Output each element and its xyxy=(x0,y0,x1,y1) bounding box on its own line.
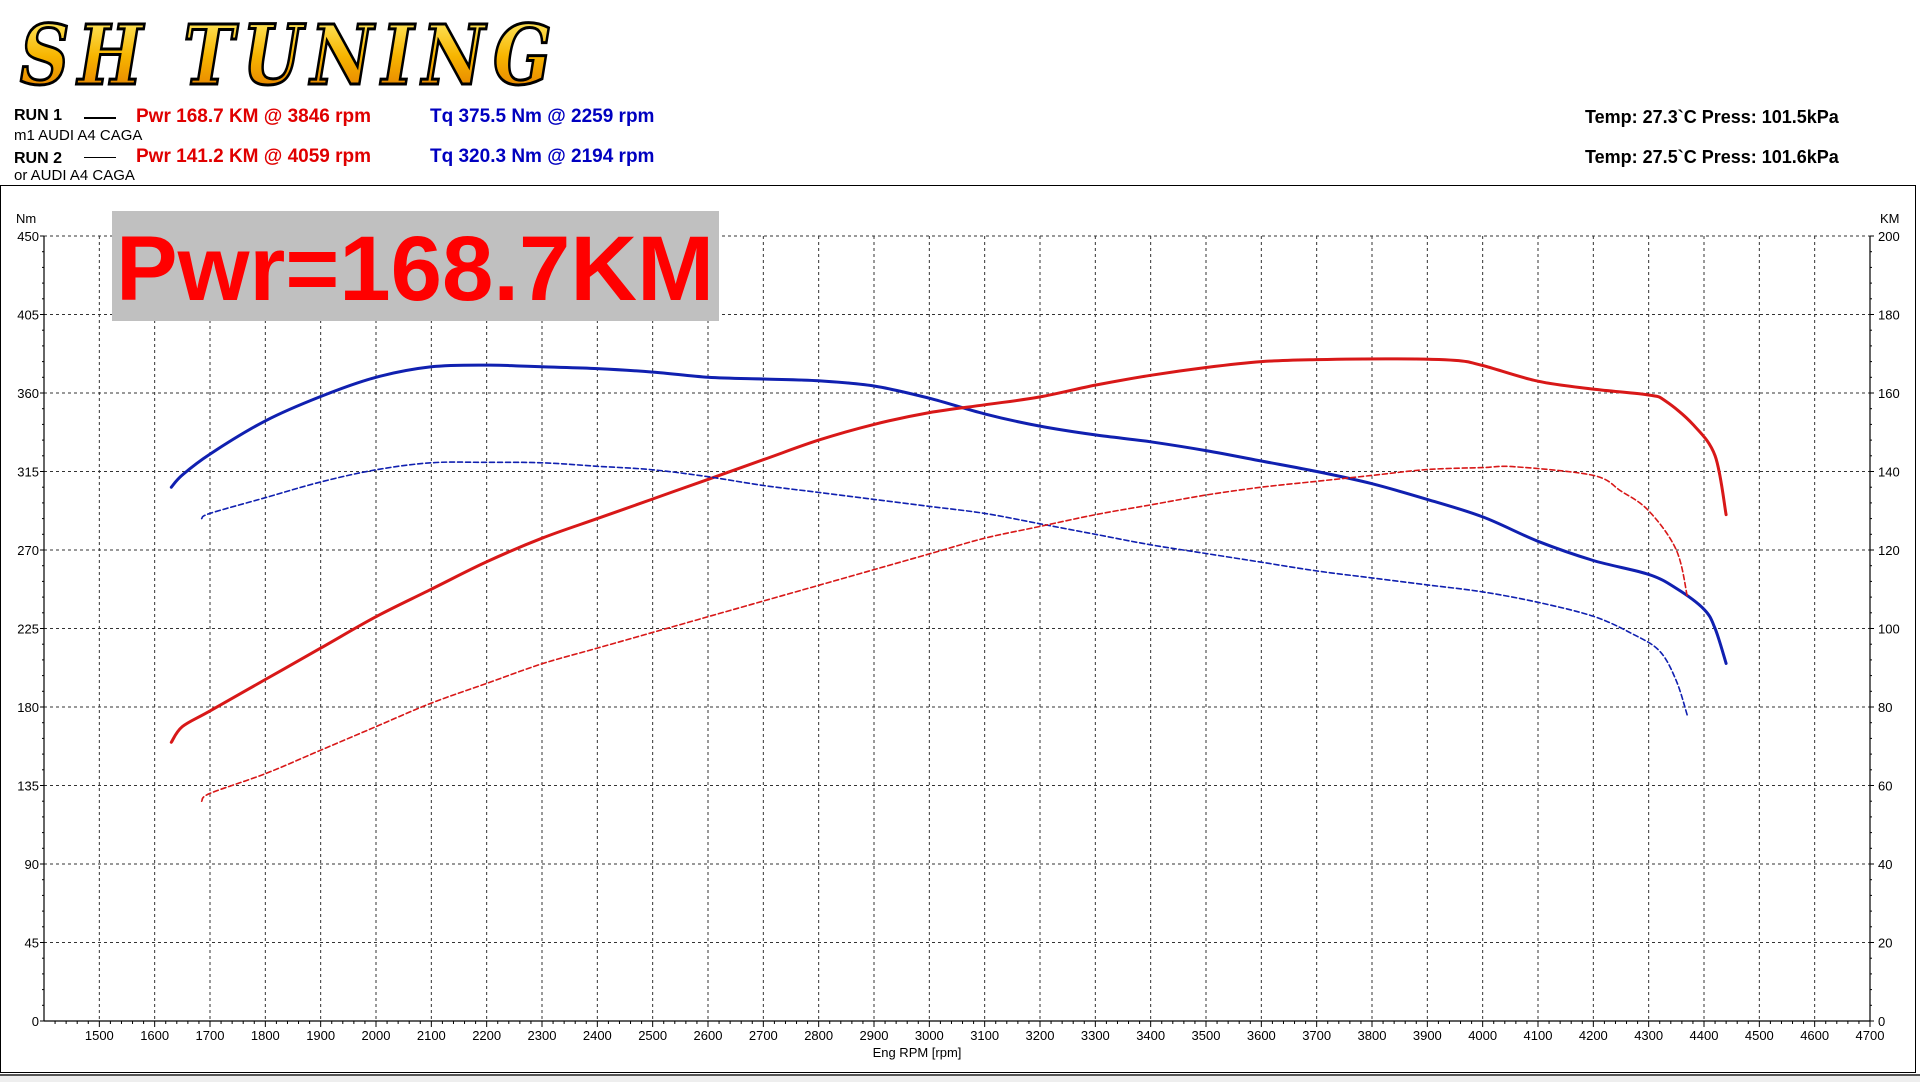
dyno-chart: 1500 1600 1700 1800 1900 2000 2100 2200 2300 2400… xyxy=(16,211,1900,1060)
y-right-tick-label: 120 xyxy=(1878,543,1900,558)
y-left-tick-label: 180 xyxy=(17,700,39,715)
sh-tuning-logo: SH TUNING xyxy=(19,7,560,101)
y-left-tick-label: 225 xyxy=(17,622,39,637)
y-left-tick-label: 315 xyxy=(17,465,39,480)
run1-power-curve xyxy=(169,357,1728,744)
power-banner: Pwr=168.7KM xyxy=(112,211,719,321)
run1-torque-summary: Tq 375.5 Nm @ 2259 rpm xyxy=(430,106,655,127)
y-right-tick-label: 140 xyxy=(1878,465,1900,480)
y-left-tick-label: 405 xyxy=(17,308,39,323)
run1-legend-line xyxy=(84,117,116,119)
x-tick-label: 3300 xyxy=(1081,1028,1110,1043)
y-left-tick-label: 360 xyxy=(17,386,39,401)
x-tick-label: 2000 xyxy=(362,1028,391,1043)
x-tick-label: 2500 xyxy=(638,1028,667,1043)
y-left-tick-label: 135 xyxy=(17,779,39,794)
x-tick-label: 3000 xyxy=(915,1028,944,1043)
run2-power-summary: Pwr 141.2 KM @ 4059 rpm xyxy=(136,146,372,167)
x-tick-label: 2800 xyxy=(804,1028,833,1043)
x-tick-label: 1500 xyxy=(85,1028,114,1043)
x-tick-label: 1900 xyxy=(306,1028,335,1043)
x-tick-label: 4100 xyxy=(1524,1028,1553,1043)
y-left-tick-label: 45 xyxy=(25,936,39,951)
y-right-tick-label: 60 xyxy=(1878,779,1892,794)
run2-torque-summary: Tq 320.3 Nm @ 2194 rpm xyxy=(430,146,655,167)
svg-text:SH TUNING: SH TUNING xyxy=(20,8,560,100)
y-right-tick-label: 180 xyxy=(1878,308,1900,323)
run2-label: RUN 2 xyxy=(14,150,63,167)
x-tick-label: 4400 xyxy=(1690,1028,1719,1043)
x-tick-label: 4500 xyxy=(1745,1028,1774,1043)
x-tick-label: 2900 xyxy=(860,1028,889,1043)
y-axis-right-label: KM xyxy=(1880,211,1900,226)
x-tick-label: 3100 xyxy=(970,1028,999,1043)
x-tick-label: 3800 xyxy=(1358,1028,1387,1043)
y-left-tick-label: 0 xyxy=(32,1014,39,1029)
y-right-tick-label: 80 xyxy=(1878,700,1892,715)
run2-torque-curve xyxy=(200,461,1689,717)
x-tick-label: 2400 xyxy=(583,1028,612,1043)
y-right-tick-label: 160 xyxy=(1878,386,1900,401)
x-tick-label: 3500 xyxy=(1192,1028,1221,1043)
x-tick-label: 4000 xyxy=(1468,1028,1497,1043)
y-right-tick-label: 100 xyxy=(1878,622,1900,637)
x-tick-label: 1800 xyxy=(251,1028,280,1043)
y-right-tick-label: 0 xyxy=(1878,1014,1885,1029)
run1-label: RUN 1 xyxy=(14,107,63,124)
x-axis-label: Eng RPM [rpm] xyxy=(873,1045,962,1060)
y-right-tick-label: 200 xyxy=(1878,229,1900,244)
run2-legend-line xyxy=(84,157,116,158)
y-axis-left-label: Nm xyxy=(16,211,36,226)
run1-power-summary: Pwr 168.7 KM @ 3846 rpm xyxy=(136,106,372,127)
x-tick-label: 3400 xyxy=(1136,1028,1165,1043)
x-tick-label: 2300 xyxy=(528,1028,557,1043)
x-tick-label: 1600 xyxy=(140,1028,169,1043)
chart-ticks: 1500 1600 1700 1800 1900 2000 2100 2200 2300 2400… xyxy=(17,229,1899,1043)
x-tick-label: 4300 xyxy=(1634,1028,1663,1043)
power-banner-text: Pwr=168.7KM xyxy=(116,218,714,320)
x-tick-label: 2700 xyxy=(749,1028,778,1043)
run1-torque-curve xyxy=(169,363,1728,665)
y-right-tick-label: 20 xyxy=(1878,936,1892,951)
x-tick-label: 4700 xyxy=(1856,1028,1885,1043)
y-left-tick-label: 90 xyxy=(25,857,39,872)
bottom-bar xyxy=(0,1074,1920,1082)
x-tick-label: 3200 xyxy=(1026,1028,1055,1043)
run2-car-label: or AUDI A4 CAGA xyxy=(14,167,135,184)
run2-power-curve xyxy=(200,465,1689,802)
x-tick-label: 3700 xyxy=(1302,1028,1331,1043)
y-left-tick-label: 270 xyxy=(17,543,39,558)
run1-conditions: Temp: 27.3`C Press: 101.5kPa xyxy=(1585,107,1839,127)
power-banner-background xyxy=(112,211,719,321)
x-tick-label: 2200 xyxy=(472,1028,501,1043)
chart-series xyxy=(169,357,1728,802)
x-tick-label: 4200 xyxy=(1579,1028,1608,1043)
x-tick-label: 4600 xyxy=(1800,1028,1829,1043)
x-tick-label: 2600 xyxy=(694,1028,723,1043)
x-tick-label: 2100 xyxy=(417,1028,446,1043)
x-tick-label: 1700 xyxy=(196,1028,225,1043)
x-tick-label: 3900 xyxy=(1413,1028,1442,1043)
run2-conditions: Temp: 27.5`C Press: 101.6kPa xyxy=(1585,147,1839,167)
run1-car-label: m1 AUDI A4 CAGA xyxy=(14,127,143,144)
y-left-tick-label: 450 xyxy=(17,229,39,244)
y-right-tick-label: 40 xyxy=(1878,857,1892,872)
chart-grid xyxy=(44,235,1871,1021)
x-tick-label: 3600 xyxy=(1247,1028,1276,1043)
